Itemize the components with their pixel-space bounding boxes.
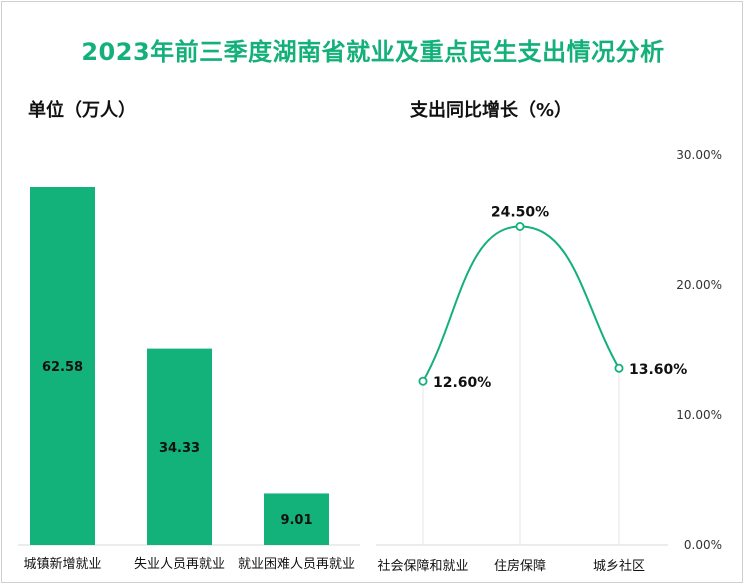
data-label: 24.50% [491,205,549,221]
y-tick-label: 0.00% [684,538,722,552]
data-point [515,221,525,231]
y-tick-label: 10.00% [676,408,722,422]
bar [30,187,95,545]
line-chart-title: 支出同比增长（%） [410,100,573,121]
bar-category-label: 失业人员再就业 [134,557,225,572]
chart-title: 2023年前三季度湖南省就业及重点民生支出情况分析 [81,38,665,66]
data-point [614,363,624,373]
y-tick-label: 20.00% [676,278,722,292]
bar-value-label: 9.01 [280,513,312,528]
data-point [418,376,428,386]
data-label: 13.60% [629,362,687,378]
line-category-label: 住房保障 [494,558,546,574]
bar [264,493,329,545]
y-tick-label: 30.00% [676,148,722,162]
data-label: 12.60% [433,375,491,391]
bar-category-label: 就业困难人员再就业 [238,557,355,572]
bar-value-label: 62.58 [42,360,83,375]
series-line [422,225,620,382]
bar-chart-title: 单位（万人） [28,100,136,121]
line-category-label: 社会保障和就业 [377,558,468,574]
bar-value-label: 34.33 [159,441,200,456]
bar-category-label: 城镇新增就业 [23,556,101,572]
line-category-label: 城乡社区 [593,558,645,574]
bar [147,348,212,545]
